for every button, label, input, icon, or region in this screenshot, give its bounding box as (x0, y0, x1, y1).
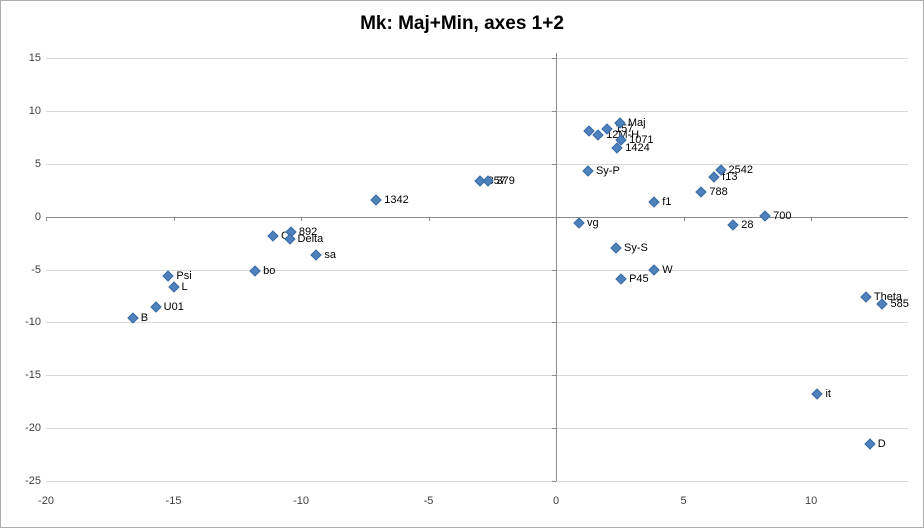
y-tick-label: -20 (25, 422, 41, 435)
data-point[interactable] (695, 186, 708, 198)
data-point-label: Maj (627, 116, 646, 129)
x-tick-label: -10 (293, 495, 309, 507)
data-point-label: U01 (163, 300, 184, 313)
data-point-label: Sy-P (595, 165, 620, 178)
data-point-label: D (877, 437, 886, 450)
data-point-label: 892 (298, 226, 318, 239)
y-tick-label: 5 (34, 157, 41, 170)
chart-title: Mk: Maj+Min, axes 1+2 (360, 13, 564, 34)
data-point[interactable] (167, 281, 180, 294)
data-point[interactable] (249, 264, 261, 277)
data-point-label: 1342 (384, 193, 409, 206)
x-axis-tick (683, 216, 685, 221)
data-point-label: W (662, 263, 673, 276)
data-point-label: B (140, 312, 149, 325)
y-gridline (46, 269, 908, 271)
data-point[interactable] (149, 300, 162, 313)
y-gridline (46, 375, 908, 377)
y-tick-label: -5 (31, 263, 41, 276)
y-axis-tick (552, 269, 557, 271)
x-axis-tick (811, 216, 813, 221)
data-point-label: 1424 (625, 141, 650, 154)
data-point-label: 357 (487, 175, 506, 188)
y-gridline (46, 110, 908, 112)
x-tick-label: 5 (680, 495, 687, 507)
y-axis-tick (552, 216, 557, 218)
y-tick-label: -10 (25, 316, 41, 329)
data-point[interactable] (267, 229, 279, 242)
data-point-label: Psi (176, 269, 192, 282)
data-point-label: bo (263, 264, 276, 277)
x-tick-label: -5 (423, 495, 434, 507)
data-point[interactable] (610, 242, 622, 255)
x-axis-tick (556, 216, 558, 221)
data-point-label: sa (324, 248, 336, 261)
x-axis-tick (301, 216, 303, 221)
data-point[interactable] (759, 209, 771, 222)
data-point[interactable] (860, 291, 872, 303)
x-tick-label: -15 (165, 495, 182, 507)
y-axis-tick (552, 163, 557, 165)
x-axis-tick (428, 216, 430, 221)
data-point-label: it (825, 388, 831, 401)
data-point-label: Delta (297, 232, 324, 245)
y-gridline (46, 163, 908, 165)
x-axis-line (46, 216, 908, 218)
y-tick-label: 15 (28, 52, 41, 64)
data-point-label: 1071 (629, 134, 654, 147)
y-axis-tick (552, 481, 557, 482)
plot-area: BU01LPsiboC892Deltasa134235737912M-H157M… (46, 53, 909, 482)
data-point[interactable] (310, 249, 322, 261)
y-tick-label: 10 (28, 104, 41, 117)
data-point-label: f1 (662, 195, 672, 208)
y-axis-line (556, 53, 558, 481)
y-gridline (46, 322, 908, 324)
data-point-label: 788 (709, 186, 728, 199)
data-point[interactable] (582, 165, 594, 177)
data-point[interactable] (162, 270, 175, 282)
x-axis-tick (46, 216, 47, 221)
x-tick-label: -20 (38, 495, 54, 507)
data-point[interactable] (573, 217, 585, 229)
y-tick-label: 0 (34, 210, 41, 223)
data-point[interactable] (727, 219, 739, 231)
data-point[interactable] (592, 129, 604, 141)
data-point-label: L (181, 281, 188, 294)
data-point-label: 585 (890, 298, 909, 311)
data-point-label: C (280, 229, 289, 242)
x-axis-tick (173, 216, 175, 221)
y-axis-tick (552, 428, 557, 430)
data-point[interactable] (648, 196, 660, 208)
y-axis-tick (552, 322, 557, 324)
data-point[interactable] (811, 388, 824, 400)
data-point[interactable] (648, 263, 660, 276)
data-point[interactable] (370, 194, 382, 206)
y-axis-tick (552, 375, 557, 377)
y-axis-tick (552, 110, 557, 112)
data-point[interactable] (864, 438, 876, 450)
data-point-label: vg (587, 216, 599, 229)
y-gridline (46, 428, 908, 430)
x-axis-labels: -20 -15 -10 -5 0 5 10 (38, 495, 908, 513)
x-tick-label: 10 (804, 495, 818, 507)
data-point-label: 700 (773, 209, 792, 222)
data-point-label: P45 (629, 273, 649, 286)
x-tick-label: 0 (552, 495, 560, 507)
data-point-label: 28 (741, 219, 754, 232)
y-axis-tick (552, 58, 557, 59)
y-gridline (46, 58, 908, 59)
data-point-label: 2542 (728, 164, 754, 177)
data-point-label: Sy-S (623, 242, 648, 255)
y-tick-label: -25 (25, 475, 41, 487)
data-point-label: 379 (496, 175, 515, 188)
y-gridline (46, 481, 908, 482)
y-tick-label: -15 (25, 369, 41, 382)
data-point-label: f13 (722, 171, 738, 184)
data-point[interactable] (615, 273, 627, 285)
y-axis-labels: 15 10 5 0 -5 -10 -15 -20 -25 (1, 52, 41, 487)
